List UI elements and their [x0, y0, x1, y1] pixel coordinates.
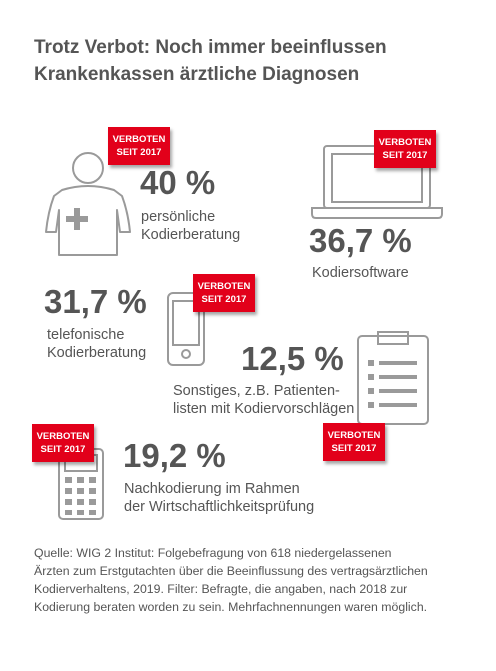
source-line: Ärzten zum Erstgutachten über die Beeinf…	[34, 564, 428, 578]
title-line-1: Trotz Verbot: Noch immer beeinflussen	[34, 37, 387, 58]
source-note: Quelle: WIG 2 Institut: Folgebefragung v…	[34, 544, 474, 616]
forbidden-badge: VERBOTEN SEIT 2017	[193, 274, 255, 312]
badge-line-2: SEIT 2017	[331, 443, 377, 454]
badge-line-1: VERBOTEN	[327, 430, 381, 441]
item-label-line: Nachkodierung im Rahmen	[124, 481, 300, 497]
forbidden-badge: VERBOTEN SEIT 2017	[374, 130, 436, 168]
item-label-line: Kodierberatung	[47, 345, 147, 361]
item-label-line: listen mit Kodiervorschlägen	[173, 401, 355, 417]
page-title: Trotz Verbot: Noch immer beeinflussen Kr…	[34, 34, 464, 88]
source-line: Kodierung beraten worden zu sein. Mehrfa…	[34, 600, 428, 614]
percentage-value: 31,7 %	[44, 283, 147, 320]
source-line: Kodierverhaltens, 2019. Filter: Befragte…	[34, 582, 408, 596]
badge-line-1: VERBOTEN	[112, 134, 166, 145]
badge-line-2: SEIT 2017	[116, 147, 162, 158]
item-label-line: Sonstiges, z.B. Patienten-	[173, 383, 340, 399]
badge-line-2: SEIT 2017	[382, 150, 428, 161]
doctor-icon	[45, 152, 131, 256]
title-line-2: Krankenkassen ärztliche Diagnosen	[34, 64, 360, 85]
source-line: Quelle: WIG 2 Institut: Folgebefragung v…	[34, 546, 392, 560]
badge-line-2: SEIT 2017	[40, 444, 86, 455]
forbidden-badge: VERBOTEN SEIT 2017	[32, 424, 94, 462]
badge-line-1: VERBOTEN	[378, 137, 432, 148]
badge-line-2: SEIT 2017	[201, 294, 247, 305]
item-label: Sonstiges, z.B. Patienten- listen mit Ko…	[173, 382, 354, 418]
item-label: Kodiersoftware	[312, 264, 409, 282]
percentage-value: 40 %	[140, 164, 216, 201]
item-label-line: Kodierberatung	[141, 227, 241, 243]
item-label-line: persönliche	[141, 209, 216, 225]
badge-line-1: VERBOTEN	[197, 281, 251, 292]
smartphone-icon	[167, 292, 205, 366]
badge-line-1: VERBOTEN	[36, 431, 90, 442]
percentage-value: 19,2 %	[123, 437, 226, 474]
item-label: persönliche Kodierberatung	[141, 208, 240, 244]
clipboard-icon	[357, 331, 429, 425]
item-label-line: Kodiersoftware	[312, 265, 409, 281]
item-label: Nachkodierung im Rahmen der Wirtschaftli…	[124, 480, 314, 516]
item-label-line: der Wirtschaftlichkeitsprüfung	[124, 499, 315, 515]
forbidden-badge: VERBOTEN SEIT 2017	[323, 423, 385, 461]
item-label-line: telefonische	[47, 327, 125, 343]
item-label: telefonische Kodierberatung	[47, 326, 146, 362]
percentage-value: 12,5 %	[241, 340, 344, 377]
forbidden-badge: VERBOTEN SEIT 2017	[108, 127, 170, 165]
percentage-value: 36,7 %	[309, 222, 412, 259]
